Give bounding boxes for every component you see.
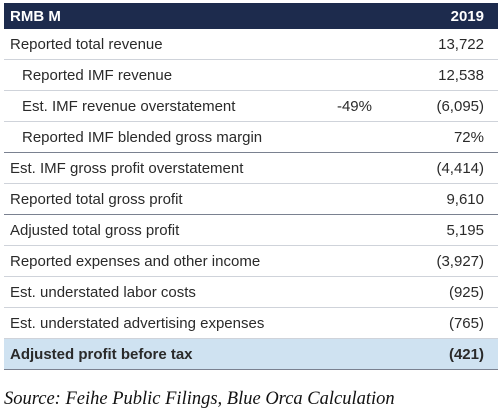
row-label: Reported total revenue [10, 35, 163, 53]
row-label: Est. IMF gross profit overstatement [10, 159, 244, 177]
header-year: 2019 [450, 7, 484, 25]
table-row: Est. IMF revenue overstatement -49% (6,0… [4, 91, 498, 122]
row-value: 72% [453, 128, 484, 146]
row-label: Reported total gross profit [10, 190, 183, 208]
table-row-total: Adjusted profit before tax (421) [4, 339, 498, 370]
table-row: Adjusted total gross profit 5,195 [4, 215, 498, 246]
row-value: (3,927) [436, 252, 484, 270]
row-value: 5,195 [446, 221, 484, 239]
row-value: (421) [448, 345, 484, 363]
row-label: Est. understated advertising expenses [10, 314, 265, 332]
table-row: Reported total gross profit 9,610 [4, 184, 498, 215]
table-row: Reported expenses and other income (3,92… [4, 246, 498, 277]
financial-table: RMB M 2019 Reported total revenue 13,722… [4, 3, 498, 370]
table-row: Est. IMF gross profit overstatement (4,4… [4, 153, 498, 184]
row-label: Adjusted total gross profit [10, 221, 180, 239]
table-row: Reported IMF blended gross margin 72% [4, 122, 498, 153]
row-value: 13,722 [438, 35, 484, 53]
row-value: (4,414) [436, 159, 484, 177]
row-label: Est. understated labor costs [10, 283, 196, 301]
source-caption: Source: Feihe Public Filings, Blue Orca … [4, 389, 395, 409]
row-value: 12,538 [438, 66, 484, 84]
row-label: Est. IMF revenue overstatement [22, 97, 236, 115]
row-label: Adjusted profit before tax [10, 345, 193, 363]
row-label: Reported IMF revenue [22, 66, 173, 84]
row-value: (925) [448, 283, 484, 301]
row-value: (765) [448, 314, 484, 332]
row-value: (6,095) [436, 97, 484, 115]
table-row: Est. understated advertising expenses (7… [4, 308, 498, 339]
row-pct: -49% [336, 97, 372, 115]
table-header: RMB M 2019 [4, 3, 498, 29]
table-row: Est. understated labor costs (925) [4, 277, 498, 308]
table-row: Reported IMF revenue 12,538 [4, 60, 498, 91]
row-label: Reported IMF blended gross margin [22, 128, 263, 146]
table-row: Reported total revenue 13,722 [4, 29, 498, 60]
header-unit-label: RMB M [10, 7, 61, 25]
row-label: Reported expenses and other income [10, 252, 261, 270]
row-value: 9,610 [446, 190, 484, 208]
